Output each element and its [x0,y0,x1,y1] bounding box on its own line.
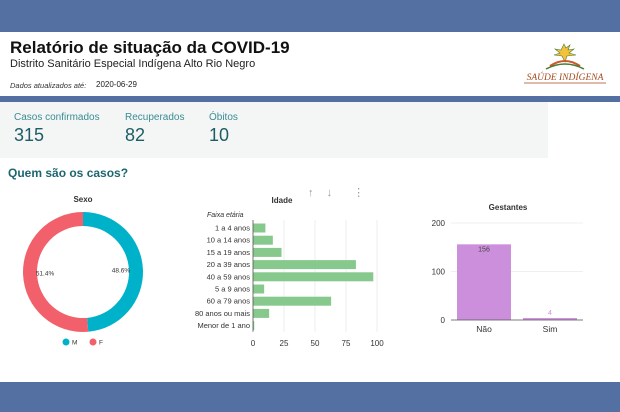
idade-bar [253,235,273,245]
idade-bar [253,272,374,282]
idade-category-label: 15 a 19 anos [207,248,251,257]
gestantes-data-label: 4 [548,310,552,317]
pie-slice-f [23,212,89,332]
idade-category-label: 5 a 9 anos [215,285,250,294]
more-options-icon[interactable]: ⋮ [353,187,365,199]
gestantes-bar [523,318,577,320]
kpi-confirmed-value: 315 [14,125,45,145]
idade-bar [253,308,270,318]
idade-bar [253,321,255,331]
gestantes-chart-title: Gestantes [489,203,528,212]
bottom-banner [0,382,620,412]
kpi-deaths-label: Óbitos [209,112,238,123]
kpi-recovered-label: Recuperados [125,112,185,123]
idade-category-label: Menor de 1 ano [197,321,250,330]
gestantes-data-label: 156 [478,246,490,253]
idade-category-label: 60 a 79 anos [207,297,251,306]
top-banner [0,0,620,32]
pie-label-m: 48.6% [112,267,131,274]
kpi-recovered-value: 82 [125,125,146,145]
legend-label-m: M [72,340,77,347]
logo-text: SAÚDE INDÍGENA [527,71,604,83]
kpi-deaths-value: 10 [209,125,230,145]
kpi-confirmed: Casos confirmados 315 [14,112,100,146]
chart-toolbar: ↑ ↓ ⋮ [308,186,374,199]
pie-label-f: 51.4% [36,271,55,278]
legend-dot-m [62,338,70,346]
idade-category-label: 20 a 39 anos [207,260,251,269]
idade-bar [253,247,282,257]
idade-bar [253,260,356,270]
idade-tick-label: 100 [370,339,384,348]
idade-category-label: 10 a 14 anos [207,236,251,245]
gestantes-tick-label: 200 [432,219,446,228]
idade-axis-label: Faixa etária [207,212,244,219]
sort-descending-icon[interactable]: ↓ [326,187,333,199]
idade-bar [253,223,266,233]
idade-tick-label: 75 [342,339,351,348]
sort-ascending-icon[interactable]: ↑ [308,187,314,199]
idade-bar [253,296,332,306]
charts-area: Sexo 48.6% 51.4% M F Idade Faixa etária 0 25 50 75… [23,195,583,348]
updated-label: Dados atualizados até: [10,81,87,90]
page-subtitle: Distrito Sanitário Especial Indígena Alt… [10,58,256,70]
gestantes-category-label: Não [476,324,492,334]
idade-category-label: 80 anos ou mais [195,309,250,318]
legend-dot-f [89,338,97,346]
sexo-chart-title: Sexo [73,195,92,204]
idade-category-label: 40 a 59 anos [207,272,251,281]
pie-slice-m [83,212,144,332]
idade-tick-label: 50 [311,339,320,348]
legend-label-f: F [99,340,103,347]
gestantes-bar [457,244,511,320]
kpi-band: Casos confirmados 315 Recuperados 82 Óbi… [0,102,548,158]
kpi-recovered: Recuperados 82 [125,112,184,146]
gestantes-tick-label: 0 [441,316,446,325]
idade-tick-label: 0 [251,339,256,348]
report-header: Relatório de situação da COVID-19 Distri… [0,32,620,96]
idade-bar [253,284,265,294]
section-title: Quem são os casos? [8,166,129,180]
kpi-deaths: Óbitos 10 [209,112,238,146]
kpi-confirmed-label: Casos confirmados [14,112,100,123]
idade-chart-title: Idade [272,196,293,205]
idade-tick-label: 25 [280,339,289,348]
gestantes-tick-label: 100 [432,268,446,277]
gestantes-category-label: Sim [543,324,558,334]
saude-indigena-logo: SAÚDE INDÍGENA [524,43,606,84]
page-title: Relatório de situação da COVID-19 [10,38,290,57]
idade-category-label: 1 a 4 anos [215,224,250,233]
updated-date: 2020-06-29 [96,80,137,89]
header-separator [0,96,620,102]
